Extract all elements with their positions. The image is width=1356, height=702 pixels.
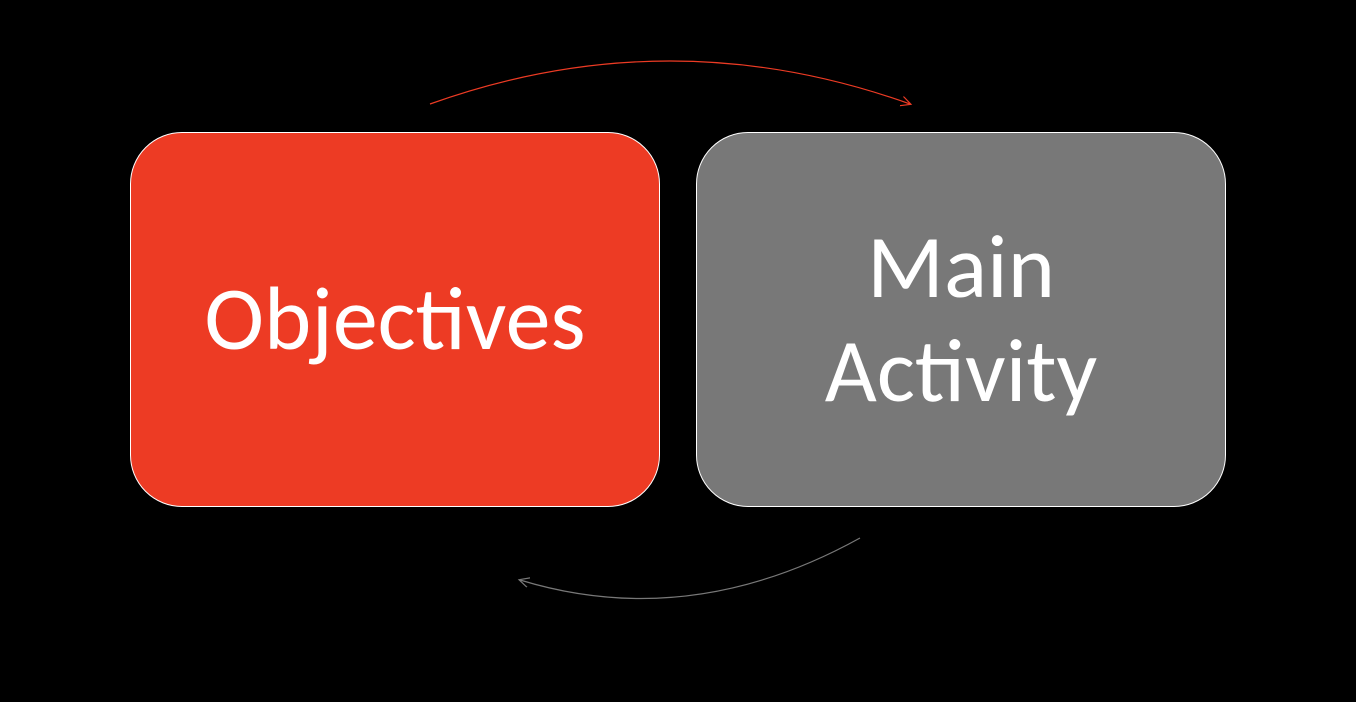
cycle-diagram: Objectives Main Activity <box>0 0 1356 702</box>
main-activity-label: Main Activity <box>825 216 1097 423</box>
objectives-node: Objectives <box>130 132 660 507</box>
main-activity-node: Main Activity <box>696 132 1226 507</box>
bottom-arrow <box>520 538 860 599</box>
top-arrow <box>430 61 910 104</box>
objectives-label: Objectives <box>204 268 585 372</box>
